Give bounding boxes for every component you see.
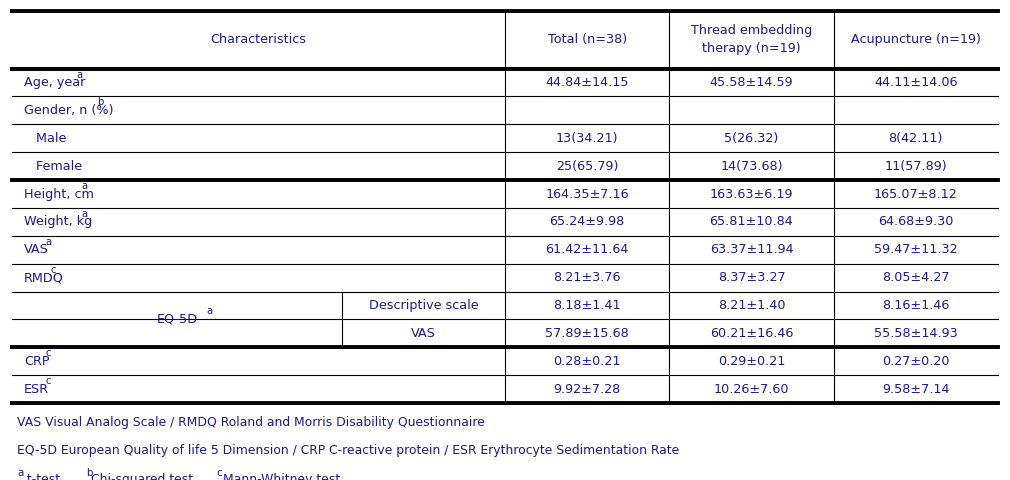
Text: VAS Visual Analog Scale / RMDQ Roland and Morris Disability Questionnaire: VAS Visual Analog Scale / RMDQ Roland an… — [17, 416, 485, 429]
Text: Weight, kg: Weight, kg — [24, 216, 93, 228]
Text: c: c — [217, 468, 222, 478]
Text: 163.63±6.19: 163.63±6.19 — [710, 188, 793, 201]
Text: b: b — [98, 97, 104, 108]
Text: c: c — [50, 264, 56, 275]
Text: 59.47±11.32: 59.47±11.32 — [874, 243, 957, 256]
Text: a: a — [206, 307, 213, 316]
Text: a: a — [82, 181, 88, 191]
Text: 10.26±7.60: 10.26±7.60 — [714, 383, 789, 396]
Text: VAS: VAS — [411, 327, 436, 340]
Text: 11(57.89): 11(57.89) — [885, 160, 947, 173]
Text: 8.21±1.40: 8.21±1.40 — [718, 299, 785, 312]
Text: a: a — [17, 468, 23, 478]
Text: 8(42.11): 8(42.11) — [889, 132, 943, 145]
Text: 9.58±7.14: 9.58±7.14 — [882, 383, 949, 396]
Text: 0.28±0.21: 0.28±0.21 — [553, 355, 621, 368]
Text: CRP: CRP — [24, 355, 49, 368]
Text: b: b — [86, 468, 92, 478]
Text: 5(26.32): 5(26.32) — [724, 132, 779, 145]
Text: Age, year: Age, year — [24, 76, 86, 89]
Text: c: c — [45, 348, 50, 358]
Text: Female: Female — [24, 160, 83, 173]
Text: c: c — [45, 376, 50, 386]
Text: Acupuncture (n=19): Acupuncture (n=19) — [850, 33, 981, 47]
Text: a: a — [82, 209, 88, 219]
Text: 57.89±15.68: 57.89±15.68 — [545, 327, 629, 340]
Text: EQ-5D European Quality of life 5 Dimension / CRP C-reactive protein / ESR Erythr: EQ-5D European Quality of life 5 Dimensi… — [17, 444, 680, 457]
Text: t-test,: t-test, — [23, 473, 68, 480]
Text: Thread embedding
therapy (n=19): Thread embedding therapy (n=19) — [691, 24, 812, 55]
Text: 0.27±0.20: 0.27±0.20 — [882, 355, 949, 368]
Text: 13(34.21): 13(34.21) — [556, 132, 618, 145]
Text: VAS: VAS — [24, 243, 49, 256]
Text: 25(65.79): 25(65.79) — [556, 160, 618, 173]
Text: Height, cm: Height, cm — [24, 188, 94, 201]
Text: Descriptive scale: Descriptive scale — [369, 299, 479, 312]
Text: 60.21±16.46: 60.21±16.46 — [710, 327, 793, 340]
Text: Mann-Whitney test: Mann-Whitney test — [222, 473, 340, 480]
Text: 164.35±7.16: 164.35±7.16 — [545, 188, 629, 201]
Text: 8.18±1.41: 8.18±1.41 — [553, 299, 621, 312]
Text: Characteristics: Characteristics — [210, 33, 307, 47]
Text: 61.42±11.64: 61.42±11.64 — [545, 243, 629, 256]
Text: RMDQ: RMDQ — [24, 271, 64, 284]
Text: Chi-squared test,: Chi-squared test, — [92, 473, 201, 480]
Text: 45.58±14.59: 45.58±14.59 — [710, 76, 793, 89]
Text: 0.29±0.21: 0.29±0.21 — [718, 355, 785, 368]
Text: 65.24±9.98: 65.24±9.98 — [549, 216, 625, 228]
Text: a: a — [45, 237, 52, 247]
Text: Male: Male — [24, 132, 67, 145]
Text: 165.07±8.12: 165.07±8.12 — [874, 188, 957, 201]
Text: 14(73.68): 14(73.68) — [720, 160, 783, 173]
Text: a: a — [77, 70, 83, 80]
Text: 9.92±7.28: 9.92±7.28 — [553, 383, 621, 396]
Text: ESR: ESR — [24, 383, 49, 396]
Text: 65.81±10.84: 65.81±10.84 — [710, 216, 793, 228]
Text: 8.21±3.76: 8.21±3.76 — [553, 271, 621, 284]
Text: EQ-5D: EQ-5D — [157, 313, 198, 326]
Text: 55.58±14.93: 55.58±14.93 — [874, 327, 957, 340]
Text: 8.05±4.27: 8.05±4.27 — [882, 271, 949, 284]
Text: 64.68±9.30: 64.68±9.30 — [878, 216, 953, 228]
Text: 44.11±14.06: 44.11±14.06 — [874, 76, 957, 89]
Text: 44.84±14.15: 44.84±14.15 — [545, 76, 629, 89]
Text: Gender, n (%): Gender, n (%) — [24, 104, 114, 117]
Text: 8.16±1.46: 8.16±1.46 — [882, 299, 949, 312]
Text: 8.37±3.27: 8.37±3.27 — [718, 271, 785, 284]
Text: 63.37±11.94: 63.37±11.94 — [710, 243, 793, 256]
Text: Total (n=38): Total (n=38) — [547, 33, 627, 47]
